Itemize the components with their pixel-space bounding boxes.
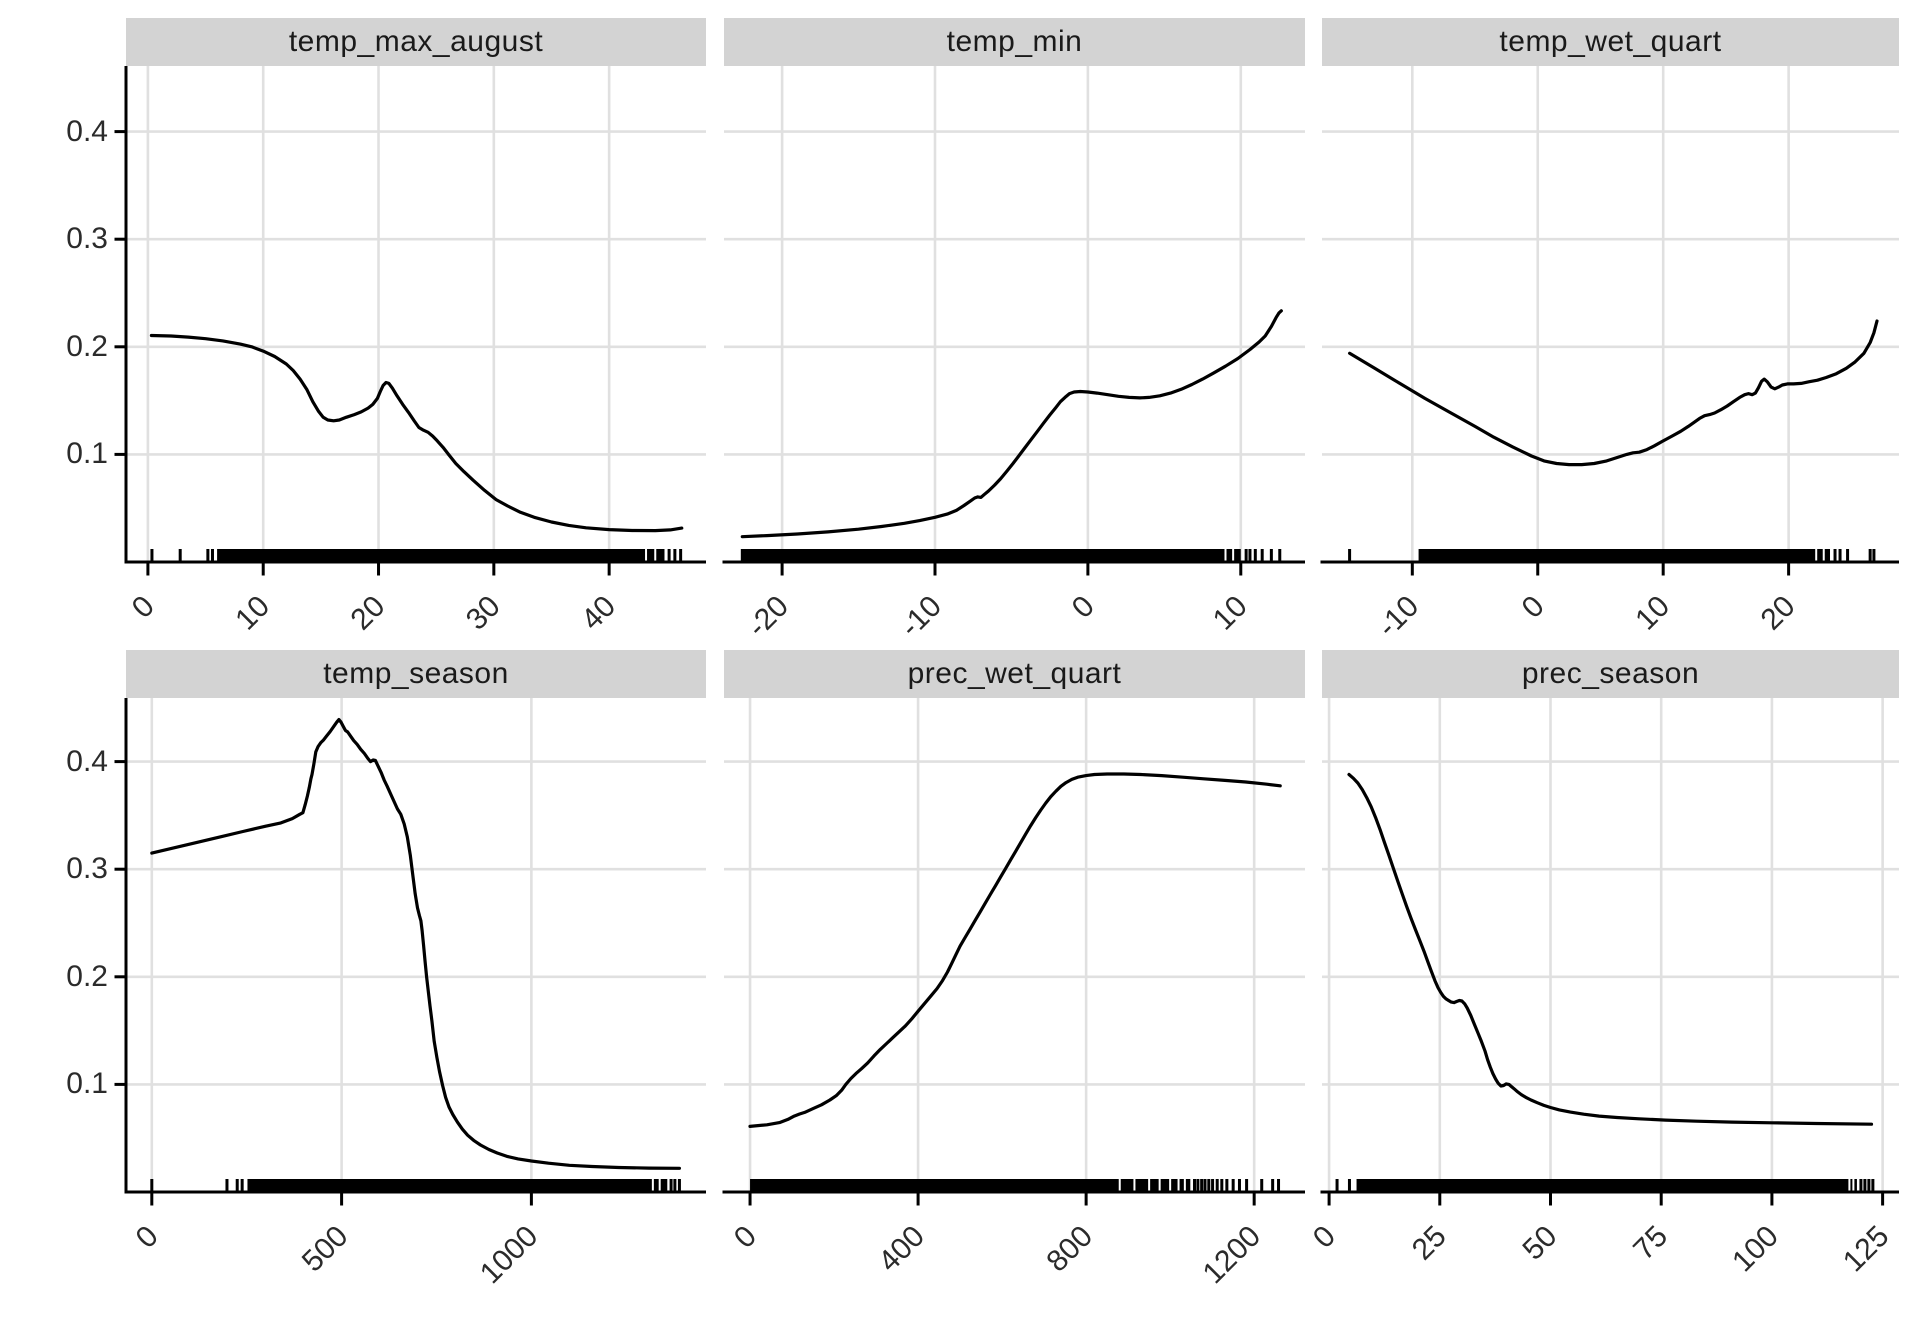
curve-temp_max_august <box>149 333 684 533</box>
x-tick-label: 0 <box>1066 590 1101 625</box>
rug-prec_season <box>1335 1179 1875 1191</box>
x-tick-label: -10 <box>894 590 948 644</box>
x-tick-label: 0 <box>130 1220 165 1255</box>
x-tick-label: 25 <box>1406 1220 1453 1267</box>
panel-prec_season: 0 25 50 75 100 125 <box>1307 698 1899 1278</box>
facet-title: prec_wet_quart <box>907 657 1122 690</box>
x-tick-label: 1200 <box>1197 1220 1268 1291</box>
x-tick-label: 50 <box>1517 1220 1564 1267</box>
panel-temp_max_august: 0 10 20 30 40 <box>114 66 706 637</box>
gridlines <box>126 66 706 562</box>
x-tick-label: 125 <box>1837 1220 1896 1279</box>
gridlines <box>1322 698 1899 1192</box>
facet-strip-temp_max_august: temp_max_august <box>126 18 706 66</box>
y-axis-label: 0.3 <box>66 222 108 255</box>
rug-temp_max_august <box>150 549 683 561</box>
curve-temp_min <box>740 309 1283 539</box>
y-axis-label: 0.1 <box>66 437 108 470</box>
x-tick-label: 10 <box>229 590 276 637</box>
x-tick-label: 800 <box>1040 1220 1099 1279</box>
x-tick-label: -10 <box>1371 590 1425 644</box>
facet-strip-prec_wet_quart: prec_wet_quart <box>724 650 1305 698</box>
curve-prec_wet_quart <box>748 772 1282 1129</box>
y-axis-label: 0.2 <box>66 330 108 363</box>
x-tick-label: 0 <box>728 1220 763 1255</box>
rug-temp_min <box>740 549 1282 561</box>
curve-temp_wet_quart <box>1347 319 1879 467</box>
x-tick-label: 10 <box>1207 590 1254 637</box>
x-tick-label: 1000 <box>474 1220 545 1291</box>
x-tick-label: 0 <box>126 590 161 625</box>
y-axis-label: 0.2 <box>66 960 108 993</box>
rug-prec_wet_quart <box>750 1179 1281 1191</box>
x-tick-label: 10 <box>1629 590 1676 637</box>
x-tick-label: 75 <box>1627 1220 1674 1267</box>
x-tick-label: 500 <box>296 1220 355 1279</box>
x-tick-label: 40 <box>575 590 622 637</box>
x-tick-label: 20 <box>345 590 392 637</box>
gridlines <box>126 698 706 1192</box>
curve-prec_season <box>1347 772 1874 1126</box>
facet-title: temp_wet_quart <box>1499 25 1722 58</box>
x-tick-label: 30 <box>460 590 507 637</box>
y-axis-label: 0.3 <box>66 852 108 885</box>
x-tick-label: 400 <box>872 1220 931 1279</box>
facet-strip-prec_season: prec_season <box>1322 650 1899 698</box>
facet-strip-temp_season: temp_season <box>126 650 706 698</box>
x-tick-label: 0 <box>1307 1220 1342 1255</box>
panel-temp_wet_quart: -10 0 10 20 <box>1320 66 1899 644</box>
x-tick-label: -20 <box>741 590 795 644</box>
panel-prec_wet_quart: 0 400 800 1200 <box>722 698 1305 1291</box>
y-axis-label: 0.4 <box>66 745 108 778</box>
panel-temp_season: 0 500 1000 <box>114 698 706 1291</box>
facet-strip-temp_wet_quart: temp_wet_quart <box>1322 18 1899 66</box>
facet-strip-temp_min: temp_min <box>724 18 1305 66</box>
y-axis-label: 0.1 <box>66 1067 108 1100</box>
gridlines <box>1322 66 1899 562</box>
facet-title: temp_season <box>323 657 509 690</box>
curve-temp_season <box>150 717 682 1170</box>
rug-temp_season <box>150 1179 681 1191</box>
facet-title: temp_min <box>946 25 1083 58</box>
gridlines <box>724 66 1305 562</box>
facet-title: prec_season <box>1521 657 1700 690</box>
facet-title: temp_max_august <box>288 25 544 58</box>
x-tick-label: 100 <box>1726 1220 1785 1279</box>
x-tick-label: 20 <box>1755 590 1802 637</box>
x-tick-label: 0 <box>1516 590 1551 625</box>
rug-temp_wet_quart <box>1348 549 1876 561</box>
panel-temp_min: -20 -10 0 10 <box>722 66 1305 644</box>
gridlines <box>724 698 1305 1192</box>
y-axis-label: 0.4 <box>66 115 108 148</box>
